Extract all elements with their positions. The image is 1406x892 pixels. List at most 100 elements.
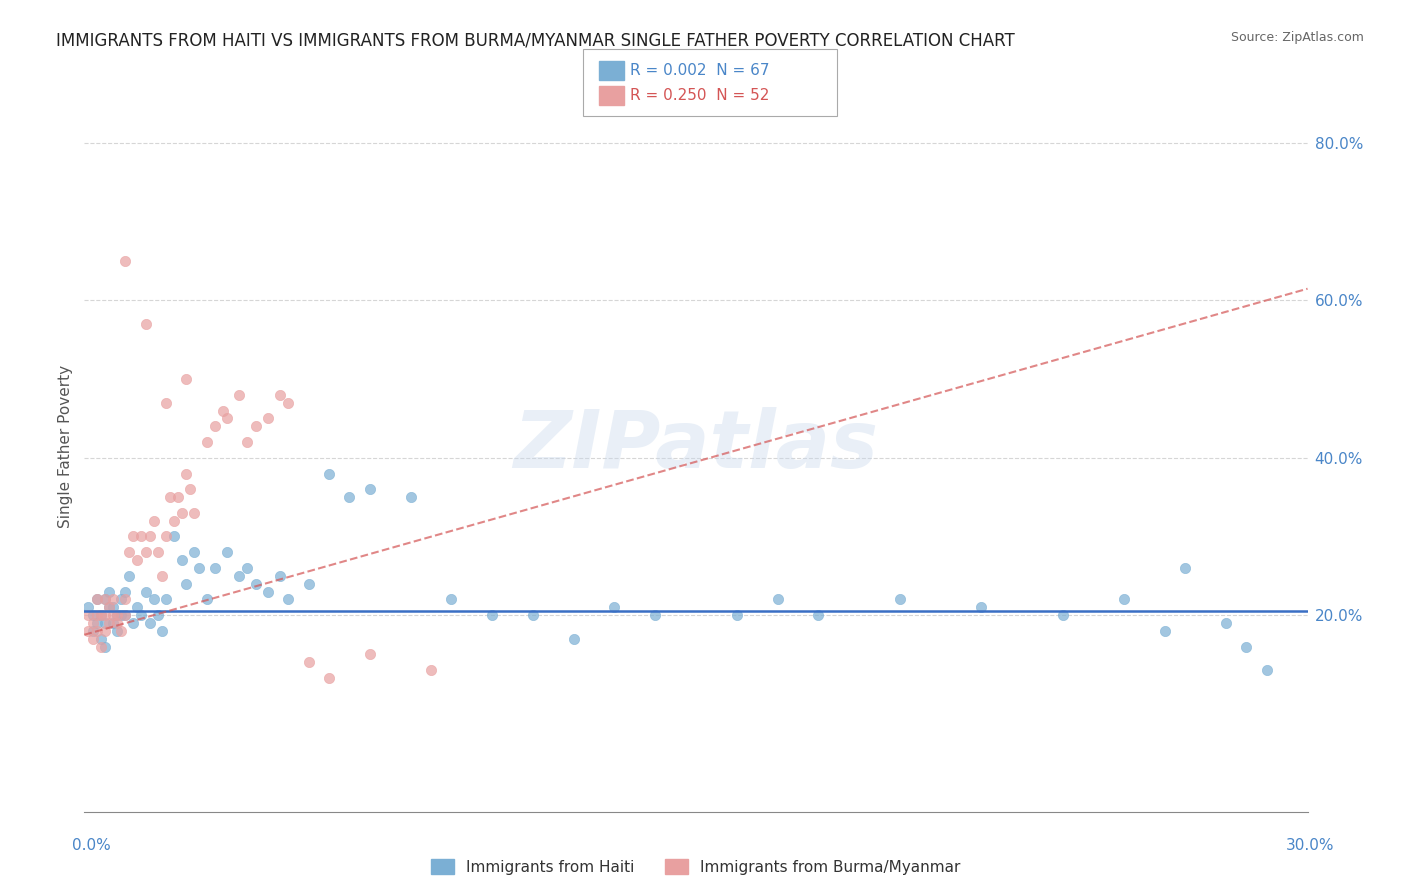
Point	[90, 640, 112, 654]
Point	[146, 545, 169, 559]
Point	[245, 419, 267, 434]
Point	[101, 615, 124, 630]
Point	[138, 615, 160, 630]
Point	[114, 608, 136, 623]
Point	[110, 624, 132, 638]
Point	[135, 584, 157, 599]
Point	[420, 663, 443, 677]
Point	[105, 608, 128, 623]
Point	[93, 640, 115, 654]
Point	[86, 615, 108, 630]
Point	[195, 435, 218, 450]
Point	[114, 608, 136, 623]
Point	[167, 490, 190, 504]
Point	[114, 254, 136, 268]
Point	[440, 592, 463, 607]
Point	[118, 545, 141, 559]
Point	[174, 576, 197, 591]
Point	[155, 592, 177, 607]
Point	[187, 561, 209, 575]
Point	[159, 490, 181, 504]
Point	[82, 624, 104, 638]
Text: 0.0%: 0.0%	[72, 838, 111, 853]
Text: R = 0.002  N = 67: R = 0.002 N = 67	[630, 63, 769, 78]
Point	[110, 592, 132, 607]
Point	[93, 592, 115, 607]
Point	[110, 608, 132, 623]
Point	[195, 592, 218, 607]
Point	[257, 584, 280, 599]
Point	[298, 655, 321, 669]
Y-axis label: Single Father Poverty: Single Father Poverty	[58, 365, 73, 527]
Point	[725, 608, 748, 623]
Point	[90, 608, 112, 623]
Point	[131, 529, 153, 543]
Point	[603, 600, 626, 615]
Point	[1114, 592, 1136, 607]
Point	[562, 632, 585, 646]
Point	[93, 592, 115, 607]
Point	[522, 608, 544, 623]
Point	[82, 632, 104, 646]
Text: 30.0%: 30.0%	[1286, 838, 1334, 853]
Point	[86, 624, 108, 638]
Point	[118, 568, 141, 582]
Point	[807, 608, 830, 623]
Point	[114, 584, 136, 599]
Text: Source: ZipAtlas.com: Source: ZipAtlas.com	[1230, 31, 1364, 45]
Point	[101, 608, 124, 623]
Point	[970, 600, 993, 615]
Point	[298, 576, 321, 591]
Point	[127, 600, 149, 615]
Point	[155, 396, 177, 410]
Point	[114, 592, 136, 607]
Point	[142, 592, 165, 607]
Point	[217, 411, 239, 425]
Point	[127, 553, 149, 567]
Point	[93, 624, 115, 638]
Point	[172, 506, 194, 520]
Legend: Immigrants from Haiti, Immigrants from Burma/Myanmar: Immigrants from Haiti, Immigrants from B…	[425, 853, 967, 881]
Point	[481, 608, 503, 623]
Point	[174, 467, 197, 481]
Point	[212, 403, 235, 417]
Point	[277, 592, 299, 607]
Point	[77, 624, 100, 638]
Point	[1052, 608, 1074, 623]
Point	[204, 561, 226, 575]
Point	[105, 608, 128, 623]
Point	[135, 317, 157, 331]
Point	[1236, 640, 1258, 654]
Point	[82, 608, 104, 623]
Point	[766, 592, 789, 607]
Point	[131, 608, 153, 623]
Point	[93, 615, 115, 630]
Point	[179, 482, 201, 496]
Text: R = 0.250  N = 52: R = 0.250 N = 52	[630, 88, 769, 103]
Point	[1174, 561, 1197, 575]
Text: ZIPatlas: ZIPatlas	[513, 407, 879, 485]
Point	[183, 545, 205, 559]
Point	[359, 482, 381, 496]
Point	[77, 600, 100, 615]
Point	[101, 600, 124, 615]
Point	[142, 514, 165, 528]
Point	[644, 608, 666, 623]
Point	[236, 561, 259, 575]
Point	[1154, 624, 1177, 638]
Point	[150, 568, 173, 582]
Point	[97, 600, 120, 615]
Point	[318, 671, 340, 685]
Point	[163, 514, 186, 528]
Text: IMMIGRANTS FROM HAITI VS IMMIGRANTS FROM BURMA/MYANMAR SINGLE FATHER POVERTY COR: IMMIGRANTS FROM HAITI VS IMMIGRANTS FROM…	[56, 31, 1015, 49]
Point	[146, 608, 169, 623]
Point	[105, 615, 128, 630]
Point	[889, 592, 911, 607]
Point	[138, 529, 160, 543]
Point	[183, 506, 205, 520]
Point	[90, 608, 112, 623]
Point	[155, 529, 177, 543]
Point	[122, 529, 145, 543]
Point	[77, 608, 100, 623]
Point	[150, 624, 173, 638]
